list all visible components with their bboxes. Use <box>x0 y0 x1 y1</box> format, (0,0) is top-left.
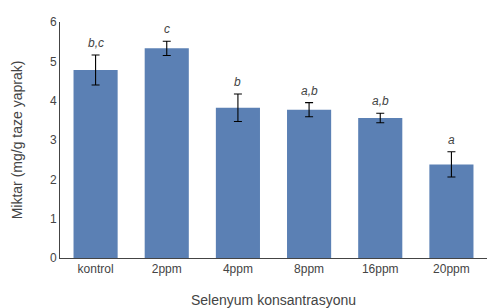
svg-text:c: c <box>164 22 170 36</box>
svg-text:20ppm: 20ppm <box>433 262 470 276</box>
svg-text:b: b <box>234 75 241 89</box>
svg-text:16ppm: 16ppm <box>362 262 399 276</box>
svg-text:0: 0 <box>50 251 57 265</box>
svg-text:a: a <box>448 133 455 147</box>
svg-text:6: 6 <box>50 15 57 29</box>
svg-text:2: 2 <box>50 173 57 187</box>
svg-text:b,c: b,c <box>88 36 104 50</box>
svg-text:8ppm: 8ppm <box>294 262 324 276</box>
svg-text:4ppm: 4ppm <box>223 262 253 276</box>
svg-text:4: 4 <box>50 94 57 108</box>
svg-text:a,b: a,b <box>301 84 318 98</box>
svg-text:2ppm: 2ppm <box>152 262 182 276</box>
svg-text:kontrol: kontrol <box>78 262 114 276</box>
svg-text:Miktar (mg/g taze yaprak): Miktar (mg/g taze yaprak) <box>9 61 25 220</box>
svg-text:3: 3 <box>50 133 57 147</box>
svg-text:5: 5 <box>50 55 57 69</box>
svg-text:1: 1 <box>50 212 57 226</box>
svg-text:a,b: a,b <box>372 94 389 108</box>
svg-text:Selenyum konsantrasyonu: Selenyum konsantrasyonu <box>191 292 356 308</box>
